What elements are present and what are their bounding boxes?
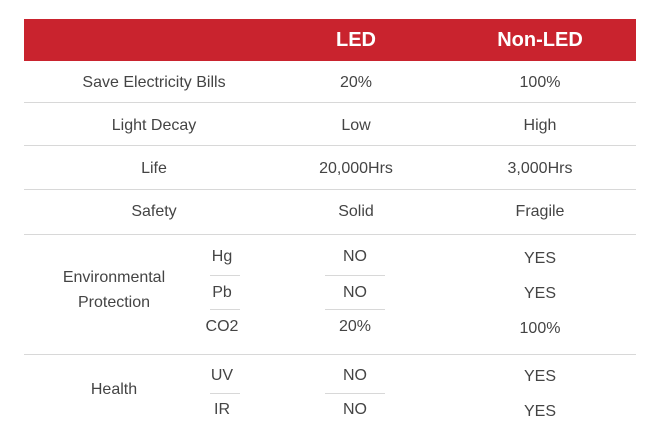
sub-led-uv: NO [343,367,367,384]
sub-label-uv: UV [210,367,234,384]
sub-led-hg: NO [343,248,367,265]
sub-led-pb: NO [343,284,367,301]
sub-divider [325,309,385,310]
sub-nonled-uv: YES [523,368,556,385]
sub-label-ir: IR [214,401,230,418]
sub-label-hg: Hg [211,248,233,265]
sub-divider [325,393,385,394]
row-label-life: Life [141,160,167,177]
group-label-protection: Protection [77,294,151,311]
sub-divider [325,275,385,276]
row-label-safety: Safety [131,203,177,220]
sub-led-ir: NO [343,401,367,418]
sub-nonled-co2: 100% [519,320,561,337]
row-label-light-decay: Light Decay [111,117,197,134]
row-nonled-life: 3,000Hrs [507,160,573,177]
row-led-light-decay: Low [341,117,371,134]
row-divider [24,234,636,235]
row-divider [24,354,636,355]
header-led: LED [336,29,376,51]
sub-divider [210,275,240,276]
sub-nonled-hg: YES [523,250,556,267]
row-led-safety: Solid [338,203,374,220]
row-divider [24,102,636,103]
table-header: LED Non-LED [24,19,636,61]
row-label-save-electricity: Save Electricity Bills [82,74,226,91]
row-nonled-save-electricity: 100% [519,74,561,91]
sub-label-pb: Pb [212,284,232,301]
sub-nonled-ir: YES [523,403,556,420]
header-non-led: Non-LED [497,29,583,51]
group-label-environmental: Environmental [62,269,166,286]
sub-divider [210,309,240,310]
header-feature [24,19,259,61]
row-nonled-light-decay: High [523,117,557,134]
row-divider [24,145,636,146]
sub-nonled-pb: YES [523,285,556,302]
sub-divider [210,393,240,394]
row-divider [24,189,636,190]
row-led-save-electricity: 20% [339,74,373,91]
sub-led-co2: 20% [338,318,372,335]
row-led-life: 20,000Hrs [319,160,393,177]
sub-label-co2: CO2 [205,318,239,335]
row-nonled-safety: Fragile [515,203,565,220]
group-label-health: Health [90,381,138,398]
